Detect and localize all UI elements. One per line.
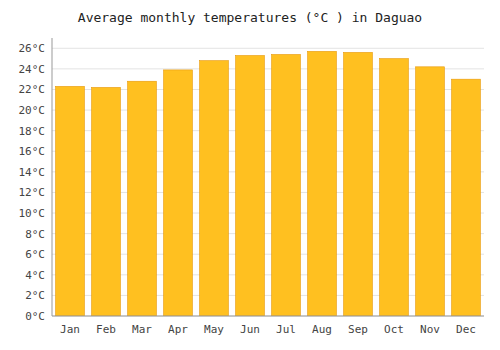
- bar: [200, 61, 229, 316]
- bar: [308, 51, 337, 316]
- y-tick-label: 22°C: [19, 83, 46, 96]
- x-tick-label: Jun: [240, 323, 260, 336]
- chart: Average monthly temperatures (°C ) in Da…: [0, 0, 500, 350]
- y-tick-label: 6°C: [25, 248, 45, 261]
- x-tick-label: Nov: [420, 323, 440, 336]
- x-tick-label: Dec: [456, 323, 476, 336]
- bar: [236, 56, 265, 316]
- y-tick-label: 24°C: [19, 63, 46, 76]
- bar: [164, 70, 193, 316]
- x-tick-label: Aug: [312, 323, 332, 336]
- x-tick-label: Sep: [348, 323, 368, 336]
- bar: [452, 79, 481, 316]
- y-tick-label: 26°C: [19, 42, 46, 55]
- x-tick-label: Apr: [168, 323, 188, 336]
- x-tick-labels: Jan Feb Mar Apr May Jun Jul Aug Sep Oct Nov Dec: [60, 323, 476, 336]
- y-tick-labels: 0°C 2°C 4°C 6°C 8°C 10°C 12°C 14°C 16°C 18°C 20°C 2…: [19, 42, 46, 323]
- y-tick-label: 18°C: [19, 125, 46, 138]
- y-tick-label: 4°C: [25, 269, 45, 282]
- x-tick-label: Feb: [96, 323, 116, 336]
- bar: [56, 86, 85, 316]
- grid: [52, 48, 484, 316]
- grid-line: [52, 316, 484, 317]
- y-tick-label: 8°C: [25, 228, 45, 241]
- x-tick-label: Oct: [384, 323, 404, 336]
- y-tick-label: 10°C: [19, 207, 46, 220]
- bars: [56, 51, 481, 316]
- y-tick-label: 16°C: [19, 145, 46, 158]
- y-tick-label: 14°C: [19, 166, 46, 179]
- x-tick-label: Mar: [132, 323, 152, 336]
- x-tick-label: May: [204, 323, 224, 336]
- bar: [380, 59, 409, 316]
- bar: [344, 52, 373, 316]
- y-tick-label: 0°C: [25, 310, 45, 323]
- y-tick-label: 20°C: [19, 104, 46, 117]
- grid-line: [52, 48, 484, 49]
- y-tick-label: 2°C: [25, 289, 45, 302]
- x-tick-label: Jul: [276, 323, 296, 336]
- x-axis-line: [52, 316, 484, 317]
- bar: [272, 54, 301, 316]
- bar: [92, 87, 121, 316]
- title: Average monthly temperatures (°C ) in Da…: [78, 10, 422, 25]
- y-axis-line: [52, 38, 53, 316]
- y-tick-label: 12°C: [19, 186, 46, 199]
- bar: [128, 81, 157, 316]
- chart-container: Average monthly temperatures (°C ) in Da…: [0, 0, 500, 350]
- x-tick-label: Jan: [60, 323, 80, 336]
- bar: [416, 67, 445, 316]
